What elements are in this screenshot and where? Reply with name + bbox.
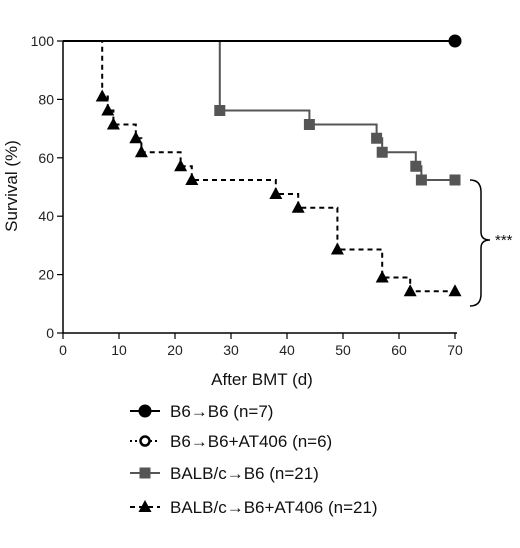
significance-label: *** — [495, 232, 513, 249]
legend-label: B6→B6+AT406 (n=6) — [170, 432, 332, 451]
legend-item-balbc-b6: BALB/c→B6 (n=21) — [130, 464, 319, 483]
data-point-balbc-b6-at406 — [185, 172, 199, 185]
data-point-balbc-b6-at406 — [330, 242, 344, 255]
data-point-balbc-b6-at406 — [375, 270, 389, 283]
data-point-balbc-b6 — [303, 119, 315, 131]
x-tick-label: 40 — [279, 342, 295, 358]
data-point-balbc-b6 — [376, 146, 388, 158]
x-tick-label: 50 — [335, 342, 351, 358]
data-point-balbc-b6-at406 — [129, 131, 143, 144]
data-point-b6-b6 — [448, 34, 462, 48]
y-tick-label: 40 — [38, 208, 54, 224]
data-point-balbc-b6-at406 — [134, 145, 148, 158]
legend-marker-square — [139, 467, 151, 479]
y-tick-label: 60 — [38, 150, 54, 166]
data-point-balbc-b6 — [410, 160, 422, 172]
data-point-balbc-b6 — [449, 174, 461, 186]
data-point-balbc-b6-at406 — [174, 159, 188, 172]
series-balbc-b6 — [63, 40, 461, 186]
data-point-balbc-b6 — [371, 132, 383, 144]
series-line-balbc-b6 — [63, 40, 455, 181]
x-tick-label: 30 — [223, 342, 239, 358]
series-b6-b6 — [63, 34, 462, 48]
data-point-balbc-b6 — [214, 104, 226, 116]
data-point-balbc-b6-at406 — [448, 284, 462, 297]
x-tick-label: 20 — [167, 342, 183, 358]
y-tick-label: 20 — [38, 267, 54, 283]
legend-item-b6-b6-at406: B6→B6+AT406 (n=6) — [130, 432, 332, 451]
data-point-balbc-b6-at406 — [101, 103, 115, 116]
series-balbc-b6-at406 — [63, 40, 462, 297]
x-axis-title: After BMT (d) — [211, 370, 313, 389]
significance-bracket: *** — [469, 179, 513, 307]
legend-marker-open-circle — [139, 435, 151, 447]
legend-label: B6→B6 (n=7) — [170, 402, 273, 421]
y-tick-label: 100 — [31, 33, 55, 49]
y-tick-label: 0 — [46, 325, 54, 341]
legend-marker-filled-circle — [138, 404, 152, 418]
data-point-balbc-b6-at406 — [269, 187, 283, 200]
legend-label: BALB/c→B6 (n=21) — [170, 464, 319, 483]
series-line-balbc-b6-at406 — [63, 40, 455, 293]
data-point-balbc-b6-at406 — [403, 284, 417, 297]
y-axis-title: Survival (%) — [2, 140, 21, 232]
data-point-balbc-b6 — [415, 174, 427, 186]
legend-item-balbc-b6-at406: BALB/c→B6+AT406 (n=21) — [130, 498, 378, 517]
x-tick-label: 0 — [59, 342, 67, 358]
significance-bracket-line — [469, 179, 491, 307]
data-point-balbc-b6-at406 — [95, 89, 109, 102]
x-tick-label: 60 — [391, 342, 407, 358]
legend: B6→B6 (n=7) B6→B6+AT406 (n=6) BALB/c→B6 (n… — [130, 402, 378, 517]
legend-item-b6-b6: B6→B6 (n=7) — [130, 402, 273, 421]
legend-label: BALB/c→B6+AT406 (n=21) — [170, 498, 378, 517]
legend-marker-triangle — [138, 500, 152, 512]
data-point-balbc-b6-at406 — [291, 200, 305, 213]
y-tick-label: 80 — [38, 91, 54, 107]
x-tick-label: 70 — [447, 342, 463, 358]
data-point-balbc-b6-at406 — [106, 117, 120, 130]
axes: 0 10 20 30 40 50 60 70 0 20 40 60 80 100 — [31, 33, 463, 358]
x-tick-label: 10 — [111, 342, 127, 358]
series-layer — [63, 34, 462, 297]
